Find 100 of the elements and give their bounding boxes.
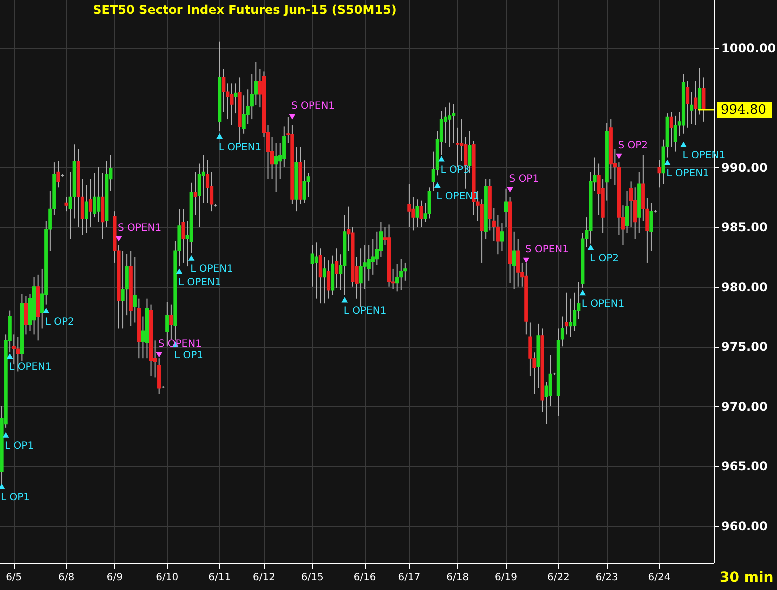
y-tick-label: 965.00 (722, 460, 768, 474)
x-tick-label: 6/5 (6, 572, 22, 584)
x-tick-label: 6/11 (208, 572, 232, 584)
y-tick-label: 985.00 (722, 220, 768, 235)
candlestick (416, 199, 420, 228)
point (580, 290, 586, 296)
point (588, 244, 594, 250)
candlestick (548, 354, 552, 407)
x-tick-label: 6/8 (58, 572, 75, 584)
point (2, 432, 10, 438)
candlestick (568, 298, 573, 338)
point (680, 142, 687, 148)
point (523, 258, 530, 264)
x-tick-label: 6/10 (156, 572, 179, 584)
candlestick (16, 336, 20, 372)
candlestick (24, 296, 28, 336)
x-tick-label: 6/24 (648, 572, 671, 584)
candlestick (670, 112, 674, 148)
data-label: L OPEN1 (178, 277, 222, 288)
candlestick (97, 166, 101, 223)
x-tick-label: 6/19 (495, 572, 518, 584)
point (507, 187, 514, 193)
candlestick (166, 302, 170, 348)
point (156, 352, 162, 358)
candlestick (702, 77, 706, 122)
point (616, 154, 622, 160)
candlestick (674, 115, 678, 152)
point (176, 268, 183, 274)
data-label: S OPEN1 (291, 101, 336, 112)
point (116, 236, 122, 242)
candlestick (170, 304, 174, 340)
data-label: L OP2 (590, 253, 619, 264)
candlestick (444, 107, 448, 144)
candlestick (210, 172, 214, 212)
y-tick-label: 980.00 (722, 280, 768, 294)
candlestick (468, 130, 472, 174)
candlestick (686, 80, 690, 128)
candlestick (396, 264, 400, 292)
candlestick (658, 160, 662, 188)
candlestick (254, 62, 258, 106)
candlestick (448, 102, 452, 148)
candlestick (504, 188, 508, 228)
x-tick-label: 6/17 (398, 572, 421, 584)
candlestick (121, 250, 125, 330)
candlestick (314, 242, 318, 300)
point (188, 255, 195, 261)
candlestick (359, 248, 363, 308)
candlestick (302, 160, 306, 204)
point (438, 156, 445, 162)
point (664, 160, 671, 166)
y-tick-label: 960.00 (722, 519, 768, 534)
data-label: L OPEN1 (9, 362, 52, 374)
candlestick (182, 208, 186, 264)
candlestick (452, 103, 456, 144)
text: 30 min (720, 570, 774, 586)
data-label: L OP1 (5, 441, 34, 452)
point (43, 308, 50, 314)
x-tick-label: 6/15 (301, 572, 324, 584)
data-label: L OPEN1 (582, 298, 625, 310)
candlestick (274, 142, 278, 193)
candlestick (379, 222, 384, 258)
x-tick-label: 6/18 (446, 572, 470, 584)
candlestick (500, 223, 504, 252)
candlestick (564, 292, 569, 336)
candlestick (694, 80, 698, 126)
data-label: S OP2 (618, 140, 648, 152)
data-label: L OP1 (174, 350, 204, 362)
data-label: L OPEN1 (344, 306, 387, 318)
y-tick-label: 1000.00 (722, 41, 776, 56)
data-label: L OP2 (45, 316, 74, 328)
candlestick (400, 258, 404, 291)
data-label: L OPEN1 (666, 168, 710, 180)
data-label: L OPEN1 (218, 142, 262, 154)
x-tick-label: 6/12 (252, 572, 276, 584)
candlestick (88, 178, 93, 228)
candlestick (202, 154, 206, 204)
y-tick-label: 975.00 (722, 340, 768, 354)
ref-line-label: 994.80 (721, 102, 766, 118)
x-tick-label: 6/23 (596, 572, 618, 584)
y-tick-label: 990.00 (722, 160, 768, 175)
candlestick (625, 190, 630, 234)
candlestick (306, 172, 310, 198)
candlestick (230, 83, 234, 126)
data-label: S OP1 (509, 174, 540, 186)
candlestick (318, 248, 322, 304)
candlestick (322, 256, 327, 304)
point (6, 353, 14, 359)
candlestick (420, 200, 424, 228)
y-tick-label: 970.00 (722, 400, 768, 414)
candlestick (496, 214, 500, 256)
point (342, 297, 348, 303)
point (216, 134, 224, 140)
data-label: S OPEN1 (118, 223, 162, 234)
chart-title: SET50 Sector Index Futures Jun-15 (S50M15) (93, 3, 397, 17)
x-tick-label: 6/22 (547, 572, 570, 584)
candlestick (84, 184, 89, 234)
candlestick (64, 196, 68, 212)
candlestick (408, 184, 412, 228)
point (0, 484, 6, 490)
data-label: S OPEN1 (525, 244, 570, 256)
